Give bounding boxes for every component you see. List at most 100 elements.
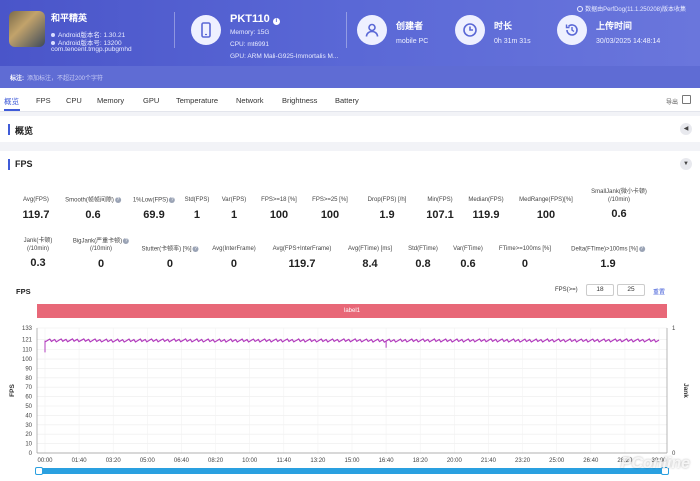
- x-tick-label: 01:40: [72, 458, 88, 464]
- tab-brightness[interactable]: Brightness: [282, 96, 318, 105]
- fps-threshold-input-1[interactable]: 18: [586, 284, 614, 296]
- slider-handle-left[interactable]: [35, 467, 43, 475]
- device-model: PKT110 i: [230, 13, 280, 25]
- stat-fps-18: FPS>=18 [%] 100: [261, 197, 297, 221]
- chevron-down-icon[interactable]: ▼: [680, 158, 692, 170]
- fps-panel: [0, 177, 700, 481]
- stat-var-ftime: Var(FTime) 0.6: [453, 246, 483, 270]
- note-bar: 标注: 添加标注，不超过200个字符: [0, 66, 700, 88]
- device-cpu: CPU: mt6991: [230, 41, 270, 48]
- x-tick-label: 11:40: [276, 458, 291, 464]
- time-range-slider[interactable]: [35, 467, 669, 475]
- y-tick-label: 121: [22, 337, 33, 343]
- stat-avg-fps-interframe: Avg(FPS+InterFrame) 119.7: [272, 246, 332, 270]
- note-label: 标注:: [10, 76, 24, 82]
- stat-avg-ftime: Avg(FTime) [ms] 8.4: [347, 246, 393, 270]
- tab-memory[interactable]: Memory: [97, 96, 125, 105]
- tab-temperature[interactable]: Temperature: [176, 96, 219, 105]
- tab-cpu[interactable]: CPU: [66, 96, 82, 105]
- stat-fps-25: FPS>=25 [%] 100: [312, 197, 348, 221]
- app-version-name: Android版本名: 1.30.21: [51, 29, 125, 39]
- y2-tick-label: 0: [672, 451, 676, 457]
- app-package: com.tencent.tmgp.pubgmhd: [51, 46, 132, 53]
- y-tick-label: 10: [25, 442, 32, 448]
- stat-std-ftime: Std(FTime) 0.8: [408, 246, 438, 270]
- y-tick-label: 80: [25, 376, 32, 382]
- y-tick-label: 100: [22, 357, 33, 363]
- y-tick-label: 110: [22, 348, 32, 354]
- tab-bar: 概览 FPS CPU Memory GPU Temperature Networ…: [0, 88, 700, 112]
- active-tab-indicator: [4, 109, 20, 111]
- help-icon: ?: [192, 246, 199, 252]
- stat-delta-ftime: Delta(FTime)>100ms [%]? 1.9: [571, 246, 645, 271]
- tab-overview[interactable]: 概览: [4, 97, 19, 106]
- x-tick-label: 28:20: [617, 458, 633, 464]
- chevron-left-icon[interactable]: ◀: [680, 123, 692, 135]
- divider: [346, 12, 347, 48]
- chart-title: FPS: [16, 287, 31, 296]
- info-icon: i: [272, 18, 280, 25]
- x-tick-label: 15:00: [344, 458, 360, 464]
- tab-battery[interactable]: Battery: [335, 96, 359, 105]
- stat-median-fps: Median(FPS) 119.9: [468, 197, 504, 221]
- y2-tick-label: 1: [672, 326, 676, 332]
- x-tick-label: 06:40: [174, 458, 190, 464]
- y-tick-label: 60: [25, 395, 32, 401]
- x-tick-label: 16:40: [379, 458, 395, 464]
- app-icon: [9, 11, 45, 47]
- stat-stutter: Stutter(卡顿率) [%]? 0: [141, 246, 199, 271]
- x-tick-label: 23:20: [515, 458, 531, 464]
- reset-button[interactable]: 重置: [653, 290, 666, 296]
- history-icon: [557, 15, 587, 45]
- upload-value: 30/03/2025 14:48:14: [596, 38, 661, 45]
- upload-label: 上传时间: [596, 21, 633, 31]
- y-tick-label: 20: [25, 432, 32, 438]
- y-tick-label: 90: [25, 366, 32, 372]
- fps-series-line: [44, 338, 660, 343]
- stat-jank: Jank(卡顿) (/10min) 0.3: [23, 238, 53, 269]
- x-tick-label: 21:40: [481, 458, 497, 464]
- x-tick-label: 18:20: [413, 458, 429, 464]
- stat-smalljank: SmallJank(微小卡顿) (/10min) 0.6: [591, 189, 647, 220]
- watermark: PConline: [620, 455, 690, 472]
- duration-value: 0h 31m 31s: [494, 38, 531, 45]
- y2-axis-label: Jank: [682, 383, 689, 398]
- fps-threshold-input-2[interactable]: 25: [617, 284, 645, 296]
- section-fps: FPS ▼: [0, 151, 700, 177]
- stat-avg-fps: Avg(FPS) 119.7: [22, 197, 50, 221]
- export-icon[interactable]: [682, 95, 691, 104]
- stat-min-fps: Min(FPS) 107.1: [426, 197, 454, 221]
- section-marker: [8, 159, 10, 170]
- creator-value: mobile PC: [396, 38, 429, 45]
- divider: [174, 12, 175, 48]
- help-icon: ?: [638, 246, 645, 252]
- device-gpu: GPU: ARM Mali-G925-Immortalis M...: [230, 53, 339, 60]
- tab-gpu[interactable]: GPU: [143, 96, 160, 105]
- stat-drop-fps: Drop(FPS) [/h] 1.9: [367, 197, 407, 221]
- app-version-code: Android版本号: 13200: [51, 37, 122, 47]
- tab-network[interactable]: Network: [236, 96, 264, 105]
- help-icon: ?: [114, 197, 121, 203]
- x-tick-label: 08:20: [208, 458, 224, 464]
- data-source-note: 数据由PerfDog(11.1.250208)版本收集: [577, 4, 686, 13]
- x-tick-label: 20:00: [447, 458, 463, 464]
- note-input[interactable]: 添加标注，不超过200个字符: [27, 76, 104, 82]
- slider-handle-right[interactable]: [661, 467, 669, 475]
- x-tick-label: 03:20: [106, 458, 122, 464]
- user-icon: [357, 15, 387, 45]
- section-title: FPS: [15, 159, 33, 169]
- stat-smooth: Smooth(帧帧间隙)? 0.6: [65, 197, 121, 222]
- stat-bigjank: BigJank(严重卡顿)? (/10min) 0: [72, 238, 130, 270]
- x-tick-label: 00:00: [37, 458, 53, 464]
- device-memory: Memory: 15G: [230, 29, 270, 36]
- section-overview: 概览 ◀: [0, 116, 700, 142]
- stat-medrange-fps: MedRange(FPS)[%] 100: [519, 197, 573, 221]
- info-circle-icon: [577, 6, 584, 13]
- y-tick-label: 40: [25, 413, 32, 419]
- stat-avg-interframe: Avg(InterFrame) 0: [212, 246, 256, 270]
- label-band[interactable]: label1: [37, 304, 667, 318]
- tab-fps[interactable]: FPS: [36, 96, 51, 105]
- duration-label: 时长: [494, 21, 513, 31]
- export-button[interactable]: 导出: [665, 100, 678, 106]
